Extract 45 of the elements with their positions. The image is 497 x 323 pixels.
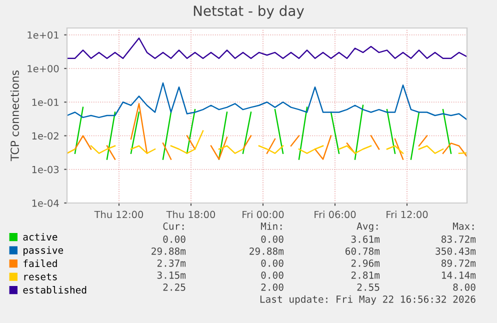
text: 2.00 [261,283,284,291]
text: Avg: [356,222,378,232]
y-tick-label: 1e+01 [28,31,58,39]
text: 2.25 [163,283,186,291]
y-tick-label: 1e-02 [32,132,58,140]
text: 89.72m [442,259,476,267]
y-tick-label: 1e+00 [28,64,59,72]
y-tick-label: 1e-03 [32,166,59,174]
x-tick-label: Fri 06:00 [314,210,356,218]
text: 0.00 [261,235,284,243]
text: Max: [452,222,474,230]
x-tick-label: Thu 18:00 [166,210,216,218]
text: 3.61m [351,235,380,243]
text: 60.78m [346,247,380,255]
chart-title: Netstat - by day [194,5,304,19]
text: Cur: [163,222,184,230]
text: 0.00 [163,235,186,243]
line-series [67,82,467,120]
y-tick-label: 1e-01 [32,98,58,106]
text: 0.00 [261,271,284,279]
text: 83.72m [442,235,476,243]
text: 14.14m [442,272,476,279]
text: 8.00 [453,283,476,291]
legend-label: passive [24,246,64,256]
text: 2.81m [351,271,380,279]
x-tick-label: Thu 12:00 [94,210,144,218]
x-tick-label: Fri 00:00 [242,210,284,218]
text: 0.00 [261,259,284,267]
y-tick-label: 1e-04 [32,199,59,207]
legend-label: established [23,286,86,294]
text: Min: [260,222,282,230]
text: 2.37m [157,259,186,267]
y-axis-title: TCP connections [10,70,19,162]
text: 29.88m [152,247,186,255]
text: 2.55 [357,283,380,291]
legend-label: active [23,233,58,241]
text: 29.88m [250,247,284,255]
legend-label: resets [24,273,57,280]
text: Last update: Fri May 22 16:56:32 2026 [260,295,476,305]
text: 3.15m [157,271,186,279]
legend-label: failed [24,260,57,268]
x-tick-label: Fri 12:00 [386,210,428,218]
text: 350.43m [436,247,476,255]
line-series [67,38,467,59]
text: 2.96m [351,259,380,267]
